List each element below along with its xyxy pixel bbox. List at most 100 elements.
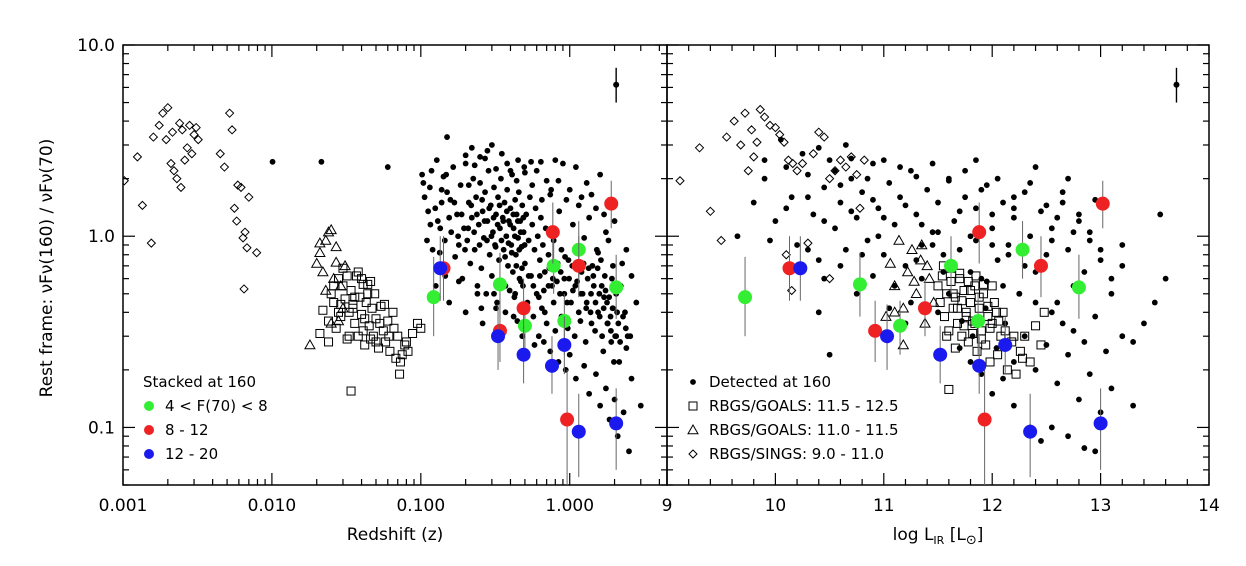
point-detected-at-160-black bbox=[593, 205, 599, 212]
point-detected-at-160-black bbox=[540, 287, 547, 294]
point-detected-at-160-black bbox=[586, 214, 593, 221]
point-detected-at-160-black bbox=[832, 167, 838, 174]
point-4-f-70-8 bbox=[426, 290, 441, 305]
point-detected-at-160-black bbox=[562, 253, 568, 260]
point-detected-at-160-black bbox=[597, 402, 604, 409]
point-detected-at-160-black bbox=[581, 234, 588, 241]
point-detected-at-160-black bbox=[1157, 211, 1164, 218]
point-rbgs-goals-11-5-12-5 bbox=[363, 279, 373, 289]
point-detected-at-160-black bbox=[561, 275, 568, 282]
series-rbgs-sings bbox=[123, 102, 262, 294]
point-rbgs-goals-11-0-11-5 bbox=[317, 265, 329, 277]
point-detected-at-160-black bbox=[821, 184, 828, 191]
point-detected-at-160-black bbox=[514, 218, 521, 224]
point-detected-at-160-black bbox=[940, 269, 947, 275]
point-rbgs-goals-11-5-12-5 bbox=[353, 267, 363, 277]
point-detected-at-160-black bbox=[859, 251, 866, 258]
point-detected-at-160-black bbox=[1005, 242, 1012, 248]
point-detected-at-160-black bbox=[537, 214, 544, 221]
legend-swatch-4-f-70-8 bbox=[144, 401, 154, 411]
legend-label: RBGS/GOALS: 11.0 - 11.5 bbox=[709, 421, 899, 439]
point-detected-at-160-black bbox=[880, 214, 887, 221]
point-rbgs-goals-11-5-12-5 bbox=[401, 337, 411, 347]
point-4-f-70-8 bbox=[852, 277, 867, 292]
point-detected-at-160-black bbox=[1081, 269, 1088, 275]
point-detected-at-160-black bbox=[973, 237, 979, 244]
point-detected-at-160-black bbox=[601, 211, 607, 218]
point-4-f-70-8 bbox=[944, 258, 959, 273]
point-8-12 bbox=[1095, 196, 1110, 211]
point-detected-at-160-black bbox=[602, 287, 609, 294]
point-detected-at-160-black bbox=[1081, 445, 1088, 451]
point-detected-at-160-black bbox=[973, 157, 979, 164]
point-rbgs-goals-11-5-12-5 bbox=[357, 274, 367, 284]
point-detected-at-160-black bbox=[515, 157, 521, 164]
point-detected-at-160-black bbox=[569, 287, 576, 294]
point-detected-at-160-black bbox=[958, 318, 965, 324]
point-rbgs-sings-9-0-11-0 bbox=[835, 155, 846, 165]
point-rbgs-goals-11-0-11-5 bbox=[319, 234, 332, 245]
point-detected-at-160-black bbox=[1021, 333, 1028, 340]
point-detected-at-160-black bbox=[529, 182, 536, 189]
point-rbgs-goals-11-5-12-5 bbox=[370, 289, 380, 299]
point-rbgs-goals-11-5-12-5 bbox=[371, 337, 381, 347]
point-rbgs-goals-11-0-11-5 bbox=[314, 246, 326, 257]
point-detected-at-160-black bbox=[532, 205, 539, 212]
point-detected-at-160-black bbox=[594, 265, 601, 272]
point-detected-at-160-black bbox=[421, 194, 428, 201]
point-rbgs-sings-9-0-11-0 bbox=[819, 132, 829, 142]
point-detected-at-160-black bbox=[783, 164, 790, 170]
sun-symbol: ⊙ bbox=[966, 533, 977, 548]
x-tick-label: 14 bbox=[1198, 496, 1220, 516]
point-detected-at-160-black bbox=[535, 294, 542, 301]
point-detected-at-160-black bbox=[633, 299, 640, 306]
point-detected-at-160-black bbox=[593, 371, 599, 378]
point-rbgs-sings-9-0-11-0 bbox=[675, 176, 685, 186]
point-rbgs-goals-11-5-12-5 bbox=[987, 281, 997, 291]
point-detected-at-160-black bbox=[556, 208, 563, 215]
point-detected-at-160-black bbox=[761, 175, 768, 182]
point-detected-at-160-black bbox=[815, 309, 822, 316]
point-12-20 bbox=[880, 329, 895, 344]
series-rbgs-goals-11-5-12-5 bbox=[315, 263, 426, 396]
point-detected-at-160-black bbox=[541, 269, 548, 275]
point-detected-at-160-black bbox=[505, 240, 512, 247]
point-detected-at-160-black bbox=[584, 275, 591, 282]
point-rbgs-goals-11-0-11-5 bbox=[910, 287, 923, 299]
point-detected-at-160-black bbox=[596, 290, 603, 297]
series-12-20 bbox=[793, 236, 1108, 478]
point-detected-at-160-black bbox=[1000, 375, 1006, 382]
point-rbgs-sings-9-0-11-0 bbox=[716, 235, 726, 246]
point-detected-at-160-black bbox=[479, 320, 486, 327]
point-rbgs-goals-11-0-11-5 bbox=[327, 272, 340, 283]
point-rbgs-goals-11-5-12-5 bbox=[957, 331, 967, 341]
point-detected-at-160-black bbox=[1010, 402, 1017, 409]
point-detected-at-160-black bbox=[462, 160, 469, 167]
point-detected-at-160-black bbox=[513, 177, 520, 184]
point-8-12 bbox=[560, 412, 575, 427]
series-rbgs-goals-11-5-12-5 bbox=[933, 261, 1049, 394]
point-detected-at-160-black bbox=[528, 158, 534, 165]
point-detected-at-160-black bbox=[504, 186, 511, 193]
point-rbgs-sings-9-0-11-0 bbox=[736, 140, 746, 150]
point-rbgs-goals-11-5-12-5 bbox=[348, 303, 358, 313]
point-detected-at-160-black bbox=[502, 253, 508, 260]
point-detected-at-160-black bbox=[1070, 229, 1077, 236]
point-detected-at-160-black bbox=[318, 158, 325, 165]
point-detected-at-160-black bbox=[455, 278, 462, 285]
point-detected-at-160-black bbox=[471, 162, 478, 169]
legend-swatch-rbgs-sings-9-0-11-0 bbox=[688, 449, 698, 459]
point-detected-at-160-black bbox=[572, 164, 579, 170]
point-rbgs-sings bbox=[161, 134, 171, 145]
point-rbgs-sings bbox=[251, 247, 262, 258]
legend-swatch-8-12 bbox=[144, 425, 154, 435]
point-rbgs-goals-11-5-12-5 bbox=[993, 350, 1003, 360]
point-rbgs-goals-11-5-12-5 bbox=[416, 323, 426, 333]
plot-area bbox=[123, 67, 644, 485]
point-rbgs-goals-11-0-11-5 bbox=[908, 275, 921, 286]
point-detected-at-160-black bbox=[848, 155, 855, 162]
point-detected-at-160-black bbox=[553, 278, 560, 285]
point-rbgs-sings bbox=[238, 233, 248, 243]
point-rbgs-goals-11-5-12-5 bbox=[342, 271, 352, 281]
point-rbgs-goals-11-0-11-5 bbox=[314, 237, 326, 248]
